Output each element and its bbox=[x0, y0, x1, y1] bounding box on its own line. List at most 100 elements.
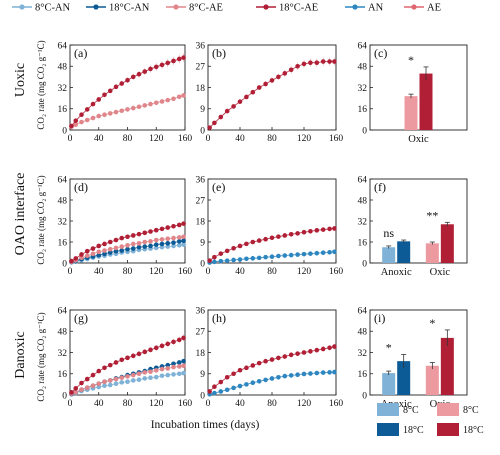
x-tick-label: 160 bbox=[178, 134, 193, 144]
data-point bbox=[295, 63, 300, 69]
x-tick-label: 0 bbox=[68, 267, 73, 277]
data-point bbox=[165, 366, 171, 371]
data-point bbox=[327, 249, 332, 255]
panel-letter: (b) bbox=[212, 46, 226, 60]
x-tick-label: 120 bbox=[149, 399, 164, 409]
data-point bbox=[79, 387, 84, 392]
legend-label: AE bbox=[427, 3, 441, 14]
y-tick-label: 0 bbox=[200, 126, 205, 136]
data-point bbox=[148, 66, 153, 72]
data-point bbox=[148, 369, 153, 375]
data-point bbox=[113, 109, 119, 115]
data-point bbox=[250, 363, 256, 368]
data-point bbox=[295, 252, 300, 257]
data-point bbox=[159, 226, 165, 232]
data-point bbox=[301, 251, 307, 257]
data-point bbox=[276, 374, 281, 380]
y-axis-label-danoxic: CO₂ rate (mg CO₂ g⁻¹C) bbox=[36, 312, 46, 401]
x-tick-label: 160 bbox=[178, 267, 193, 277]
y-tick-label: 32 bbox=[358, 217, 368, 227]
x-tick-label: 80 bbox=[267, 134, 277, 144]
data-point bbox=[288, 352, 294, 358]
y-tick-label: 36 bbox=[196, 175, 206, 185]
data-point bbox=[153, 64, 159, 70]
data-point bbox=[218, 389, 224, 394]
significance-label: * bbox=[429, 316, 435, 330]
y-tick-label: 27 bbox=[196, 63, 206, 73]
data-point bbox=[301, 350, 307, 355]
y-tick-label: 16 bbox=[58, 105, 68, 115]
data-point bbox=[207, 258, 212, 263]
data-point bbox=[176, 360, 182, 365]
data-point bbox=[142, 376, 148, 381]
data-point bbox=[171, 223, 176, 229]
data-point bbox=[263, 358, 268, 364]
data-point bbox=[90, 372, 96, 378]
data-point bbox=[153, 242, 159, 247]
bar bbox=[404, 96, 418, 130]
data-point bbox=[295, 372, 300, 377]
data-point bbox=[142, 69, 148, 74]
data-point bbox=[282, 71, 288, 76]
data-point bbox=[148, 347, 153, 353]
data-point bbox=[218, 251, 224, 256]
category-label: Oxic bbox=[430, 267, 451, 278]
x-tick-label: 160 bbox=[329, 134, 344, 144]
data-point bbox=[153, 368, 159, 373]
data-point bbox=[269, 254, 275, 259]
x-tick-label: 160 bbox=[329, 267, 344, 277]
data-point bbox=[224, 108, 230, 114]
data-point bbox=[102, 383, 107, 389]
x-tick-label: 40 bbox=[235, 267, 245, 277]
y-tick-label: 16 bbox=[358, 105, 368, 115]
data-point bbox=[327, 345, 332, 351]
legend-label: 8°C-AE bbox=[189, 3, 223, 14]
bar bbox=[382, 373, 396, 395]
data-point bbox=[153, 237, 159, 243]
data-point bbox=[130, 105, 136, 111]
y-axis-label-uoxic: CO₂ rate (mg CO₂ g⁻¹C) bbox=[36, 40, 46, 129]
data-point bbox=[119, 380, 125, 385]
x-tick-label: 80 bbox=[267, 399, 277, 409]
bar-legend-swatch bbox=[437, 423, 459, 436]
category-label: Oxic bbox=[408, 134, 429, 145]
series-line bbox=[209, 61, 335, 128]
bar-legend-label: 8°C bbox=[403, 405, 419, 416]
x-tick-label: 120 bbox=[297, 399, 312, 409]
data-point bbox=[250, 89, 256, 95]
panel-f: (f) 0 16 32 48 64 Anoxic ns Oxic ** bbox=[358, 175, 468, 278]
x-tick-label: 40 bbox=[94, 134, 104, 144]
y-tick-label: 9 bbox=[200, 370, 205, 380]
data-point bbox=[102, 112, 107, 118]
data-point bbox=[263, 377, 268, 383]
bar-legend-swatch bbox=[377, 423, 399, 436]
data-point bbox=[84, 117, 90, 123]
data-point bbox=[332, 226, 337, 231]
significance-label: * bbox=[386, 340, 392, 354]
panel-letter: (d) bbox=[74, 180, 88, 194]
row-label-oao-interface: OAO interface bbox=[13, 173, 28, 256]
y-tick-label: 48 bbox=[358, 196, 368, 206]
bar bbox=[382, 247, 396, 263]
x-tick-label: 80 bbox=[123, 267, 133, 277]
y-tick-label: 0 bbox=[362, 126, 367, 136]
x-tick-label: 0 bbox=[206, 134, 211, 144]
data-point bbox=[96, 249, 102, 255]
series-AN bbox=[207, 369, 337, 397]
data-point bbox=[153, 345, 159, 351]
data-point bbox=[320, 370, 326, 375]
data-point bbox=[263, 236, 268, 242]
data-point bbox=[327, 59, 332, 64]
data-point bbox=[314, 347, 320, 353]
data-point bbox=[148, 229, 153, 234]
data-point bbox=[332, 249, 337, 255]
y-tick-label: 48 bbox=[358, 63, 368, 73]
y-tick-label: 18 bbox=[196, 217, 206, 227]
x-tick-label: 80 bbox=[123, 134, 133, 144]
data-point bbox=[136, 351, 142, 357]
data-point bbox=[159, 241, 165, 247]
data-point bbox=[244, 382, 249, 387]
data-point bbox=[244, 94, 249, 100]
panel-letter: (c) bbox=[374, 46, 387, 60]
data-point bbox=[153, 100, 159, 106]
